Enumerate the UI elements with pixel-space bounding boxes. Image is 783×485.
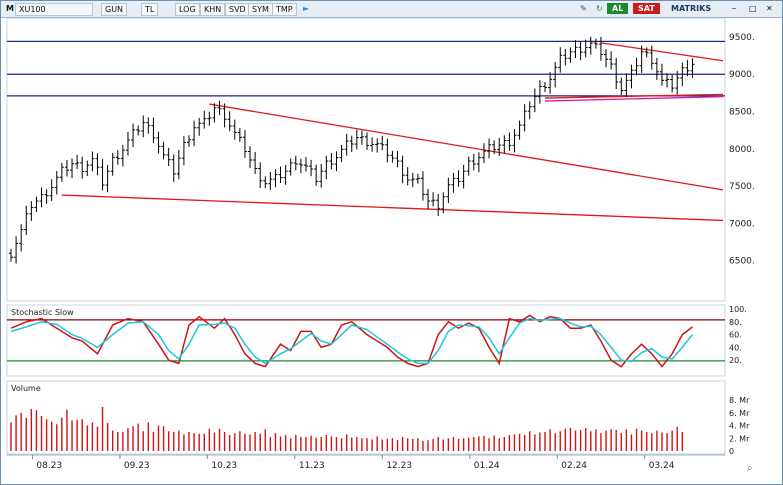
price-tick-label: 8000.: [729, 145, 755, 155]
trend-line: [61, 194, 724, 222]
log-scale-button[interactable]: LOG: [175, 3, 200, 16]
price-tick-label: 8500.: [729, 108, 755, 118]
close-icon[interactable]: ✕: [766, 4, 773, 13]
edit-icon[interactable]: ✎: [580, 4, 587, 13]
x-tick-label: 12.23: [386, 461, 412, 471]
stochastic-tick-label: 40.: [729, 343, 742, 352]
chart-toolbar: M XU100 GUN TL LOG KHN SVD SYM TMP ► ✎ ↻…: [1, 1, 782, 18]
price-tick-label: 9500.: [729, 33, 755, 43]
timeframe-button[interactable]: GUN: [101, 3, 128, 16]
buy-button[interactable]: AL: [607, 3, 629, 14]
minimize-icon[interactable]: ⎯: [732, 4, 736, 13]
x-tick-label: 08.23: [36, 461, 62, 471]
trend-line: [544, 95, 724, 102]
volume-tick-label: 4. Mr: [729, 422, 750, 431]
currency-button[interactable]: TL: [141, 3, 159, 16]
stochastic-tick-label: 80.: [729, 318, 742, 327]
trend-line: [544, 93, 724, 99]
trend-line: [209, 103, 724, 191]
stochastic-series-line: [10, 317, 694, 365]
maximize-icon[interactable]: □: [749, 4, 757, 13]
khn-button[interactable]: KHN: [200, 3, 226, 16]
x-tick-label: 09.23: [124, 461, 150, 471]
x-tick-label: 02.24: [561, 461, 587, 471]
volume-tick-label: 0: [729, 447, 734, 456]
stochastic-tick-label: 60.: [729, 331, 742, 340]
stochastic-title: Stochastic Slow: [11, 308, 74, 317]
zoom-icon[interactable]: ⌕: [747, 463, 753, 474]
x-tick-label: 03.24: [649, 461, 675, 471]
symbol-button[interactable]: SYM: [248, 3, 273, 16]
x-tick-label: 11.23: [299, 461, 325, 471]
price-tick-label: 7000.: [729, 219, 755, 229]
price-tick-label: 7500.: [729, 182, 755, 192]
chart-area[interactable]: 6500. 7000. 7500. 8000. 8500. 9000. 9500. 100.…: [1, 18, 782, 484]
volume-tick-label: 8. Mr: [729, 396, 750, 405]
x-tick-label: 01.24: [474, 461, 500, 471]
sell-button[interactable]: SAT: [633, 3, 660, 14]
volume-tick-label: 6. Mr: [729, 409, 750, 418]
price-panel: [6, 18, 726, 302]
brand-logo: MATRIKS: [671, 4, 712, 13]
stochastic-series-line: [10, 314, 693, 368]
share-icon[interactable]: ►: [303, 4, 310, 13]
app-menu-button[interactable]: M: [6, 4, 14, 13]
refresh-icon[interactable]: ↻: [596, 4, 603, 13]
trend-line: [600, 42, 724, 62]
stochastic-panel: [6, 304, 726, 377]
stochastic-tick-label: 20.: [729, 356, 742, 365]
x-tick-label: 10.23: [211, 461, 237, 471]
price-tick-label: 6500.: [729, 257, 755, 267]
template-button[interactable]: TMP: [272, 3, 297, 16]
volume-title: Volume: [11, 384, 41, 393]
volume-panel: [6, 380, 726, 455]
stochastic-tick-label: 100.: [729, 305, 747, 314]
symbol-input[interactable]: XU100: [15, 3, 93, 16]
volume-tick-label: 2. Mr: [729, 434, 750, 443]
price-tick-label: 9000.: [729, 70, 755, 80]
svd-button[interactable]: SVD: [225, 3, 250, 16]
